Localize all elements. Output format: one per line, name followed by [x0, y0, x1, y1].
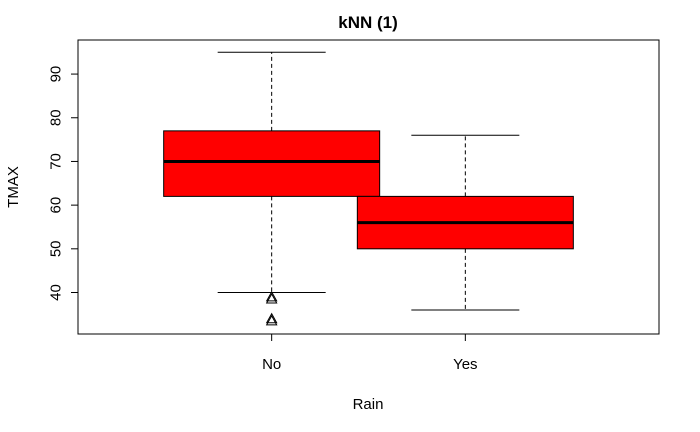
- x-axis-label: Rain: [353, 396, 384, 413]
- y-tick-label-50: 50: [48, 240, 65, 257]
- y-tick-label-90: 90: [48, 66, 65, 83]
- plot-area: 40 50 60 70 80 90 No Yes: [48, 39, 660, 373]
- y-tick-label-70: 70: [48, 153, 65, 170]
- outlier-no-2: [265, 314, 278, 326]
- x-tick-label-no: No: [262, 356, 281, 373]
- chart-title: kNN (1): [338, 13, 398, 32]
- y-tick-label-60: 60: [48, 197, 65, 214]
- outlier-no-0: [265, 293, 278, 304]
- x-tick-label-yes: Yes: [453, 356, 477, 373]
- outlier-no-3: [265, 312, 278, 324]
- outlier-no-1: [265, 290, 278, 302]
- y-tick-label-80: 80: [48, 109, 65, 126]
- box-no: [163, 130, 381, 197]
- y-axis-label: TMAX: [5, 166, 22, 208]
- y-tick-label-40: 40: [48, 284, 65, 301]
